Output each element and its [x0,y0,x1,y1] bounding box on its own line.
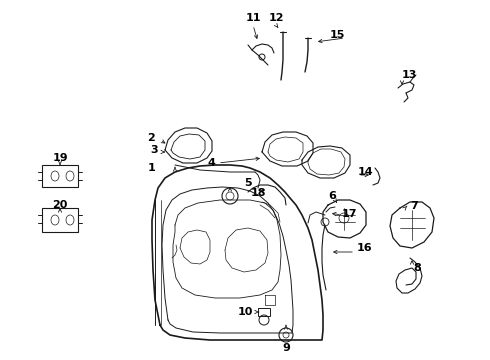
Text: 3: 3 [150,145,158,155]
Text: 16: 16 [357,243,372,253]
Text: 8: 8 [413,263,421,273]
Text: 15: 15 [330,30,345,40]
Text: 14: 14 [358,167,374,177]
Text: 5: 5 [244,178,252,188]
Text: 2: 2 [147,133,155,143]
Text: 20: 20 [52,200,68,210]
Bar [258,308,270,316]
Text: 19: 19 [52,153,68,163]
Text: 11: 11 [245,13,261,23]
Text: 9: 9 [282,343,290,353]
Text: 12: 12 [268,13,284,23]
Text: 13: 13 [402,70,417,80]
Text: 10: 10 [238,307,253,317]
Text: 17: 17 [342,209,358,219]
Text: 18: 18 [250,188,266,198]
Text: 6: 6 [328,191,336,201]
Text: 1: 1 [147,163,155,173]
Text: 7: 7 [410,201,418,211]
Text: 4: 4 [207,158,215,168]
